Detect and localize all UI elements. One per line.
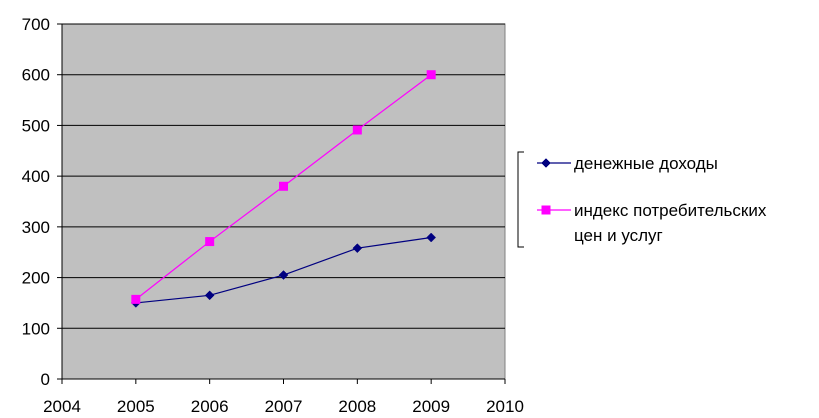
x-tick-label: 2006 [191,397,229,416]
data-point-square [205,237,215,247]
y-tick-label: 600 [22,66,50,85]
x-tick-label: 2009 [412,397,450,416]
data-point-square [131,294,141,304]
y-tick-label: 400 [22,167,50,186]
series-lines [130,70,437,308]
y-tick-label: 0 [41,370,50,389]
plot-area [61,23,506,380]
legend-label: денежные доходы [574,154,718,173]
data-point-square [541,205,551,215]
x-tick-label: 2007 [265,397,303,416]
y-tick-label: 700 [22,15,50,34]
data-point-square [426,70,436,80]
data-point-diamond [352,243,363,254]
x-tick-label: 2010 [486,397,524,416]
data-point-square [279,181,288,191]
legend-label: цен и услуг [574,226,663,245]
data-point-diamond [278,270,289,280]
x-tick-label: 2004 [43,397,81,416]
data-point-diamond [541,158,551,168]
y-tick-label: 100 [22,319,50,338]
y-axis-ticks: 0 100 200 300 400 500 600 700 [22,15,62,389]
data-point-square [352,125,362,135]
legend-bracket [517,151,524,248]
x-tick-label: 2008 [338,397,376,416]
y-tick-label: 500 [22,116,50,135]
y-tick-label: 200 [22,269,50,288]
x-tick-label: 2005 [117,397,155,416]
gridlines [62,23,505,329]
legend: денежные доходы индекс потребительских цен… [517,151,767,248]
x-axis-ticks: 2004 2005 2006 2007 2008 2009 2010 [43,379,524,416]
legend-label: индекс потребительских [574,201,767,220]
data-point-diamond [426,232,437,243]
y-tick-label: 300 [22,218,50,237]
data-point-diamond [204,290,215,301]
